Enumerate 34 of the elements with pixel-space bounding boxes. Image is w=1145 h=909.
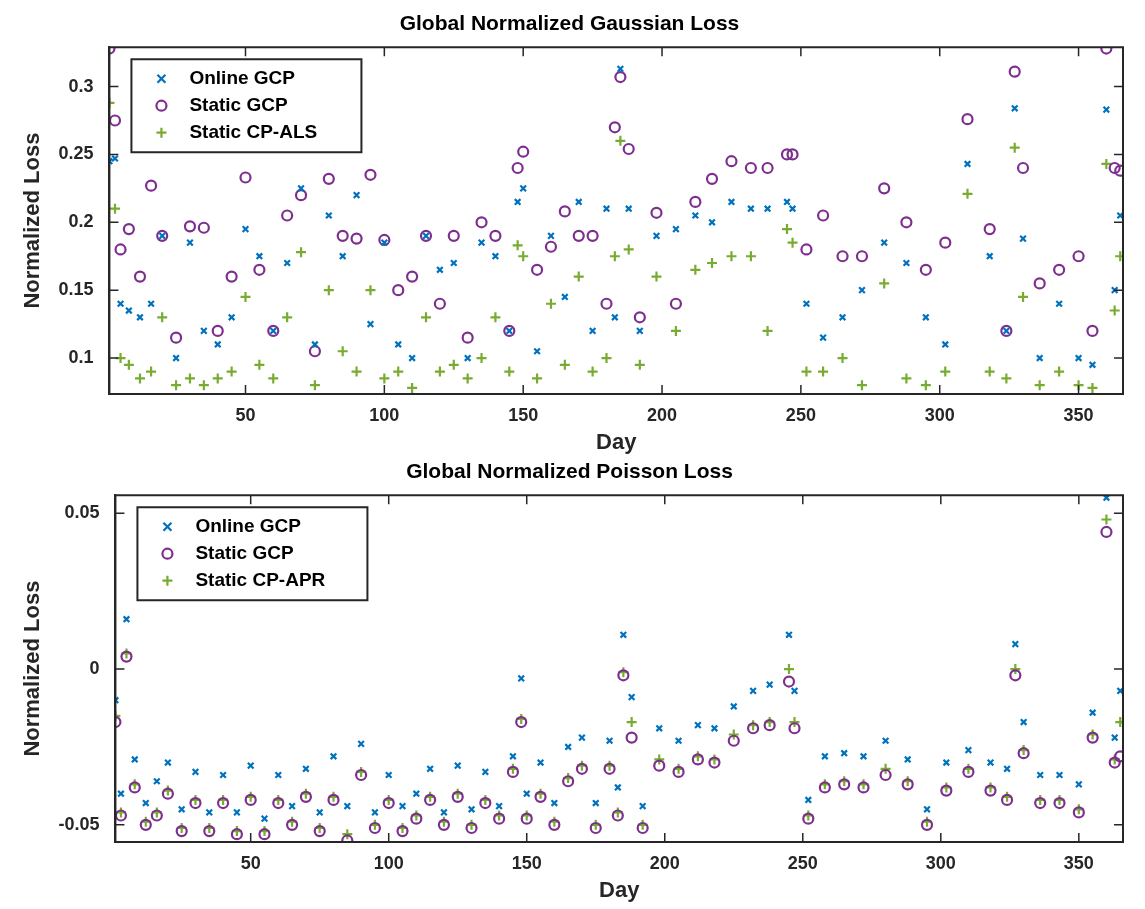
y-axis-title: Normalized Loss [19,580,45,757]
y-tick-label: 0.25 [58,143,94,164]
x-tick-label: 350 [1063,404,1094,425]
x-axis-title: Day [596,428,638,454]
x-tick-label: 100 [369,404,400,425]
y-tick-label: 0.05 [64,502,100,523]
x-tick-label: 150 [508,404,539,425]
x-tick-label: 300 [925,852,956,873]
legend-label: Static CP-ALS [189,120,318,142]
x-tick-label: 50 [235,404,256,425]
x-axis-title: Day [599,876,641,902]
y-tick-label: -0.05 [58,813,100,834]
chart-title: Global Normalized Gaussian Loss [399,11,740,35]
x-tick-label: 100 [373,852,404,873]
y-axis-title: Normalized Loss [19,132,45,309]
x-tick-label: 250 [787,852,818,873]
x-tick-label: 50 [240,852,261,873]
x-tick-label: 200 [649,852,680,873]
legend-label: Static CP-APR [195,568,326,590]
legend-label: Online GCP [195,514,302,536]
legend-label: Static GCP [195,541,294,563]
chart-title: Global Normalized Poisson Loss [406,459,733,483]
x-tick-label: 350 [1063,852,1094,873]
x-tick-label: 150 [511,852,542,873]
x-tick-label: 250 [785,404,816,425]
y-tick-label: 0.1 [68,347,94,367]
y-tick-label: 0 [89,658,100,679]
y-tick-label: 0.2 [68,211,94,232]
x-tick-label: 200 [647,404,678,425]
y-tick-label: 0.15 [58,279,94,300]
legend-label: Static GCP [189,93,288,115]
y-tick-label: 0.3 [68,75,94,96]
x-tick-label: 300 [924,404,955,425]
legend-label: Online GCP [189,66,296,88]
